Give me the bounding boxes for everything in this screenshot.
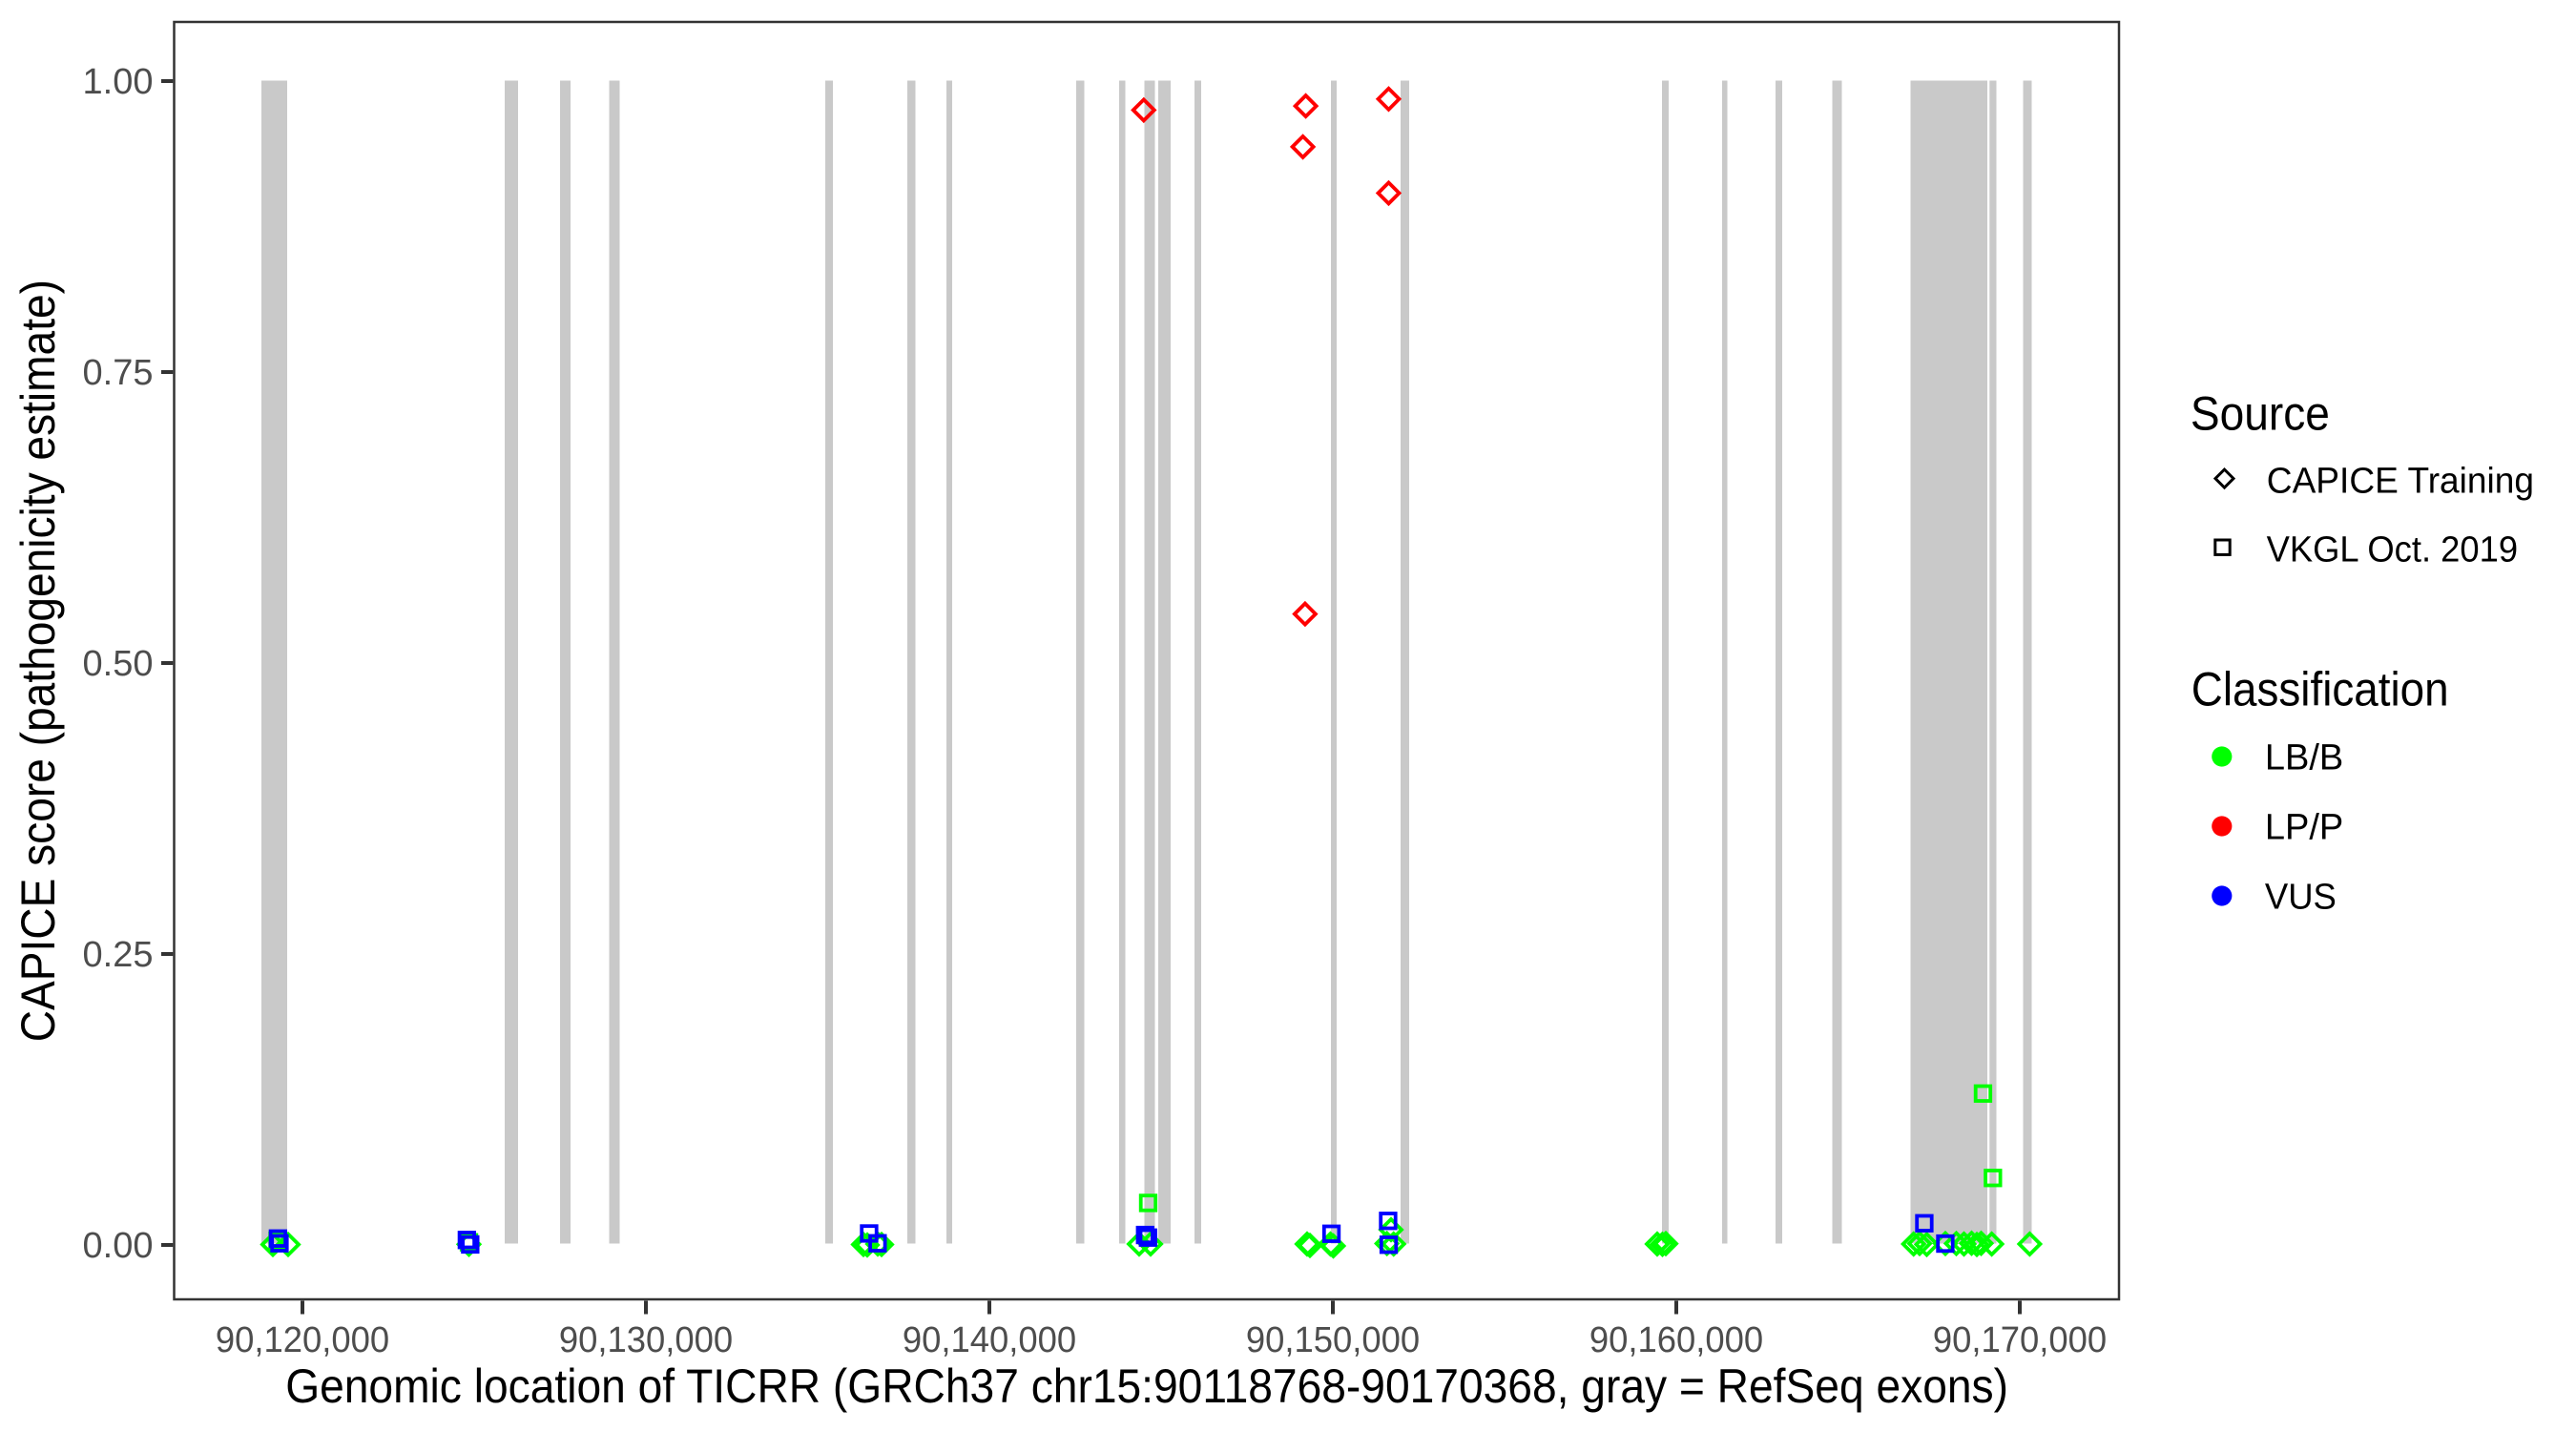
svg-text:90,150,000: 90,150,000: [1246, 1320, 1420, 1360]
svg-text:LB/B: LB/B: [2265, 738, 2343, 778]
svg-text:LP/P: LP/P: [2265, 808, 2343, 848]
svg-text:0.25: 0.25: [83, 935, 154, 975]
svg-text:CAPICE score (pathogenicity es: CAPICE score (pathogenicity estimate): [11, 280, 65, 1042]
svg-text:CAPICE Training: CAPICE Training: [2267, 462, 2534, 502]
svg-text:Genomic location of TICRR (GRC: Genomic location of TICRR (GRCh37 chr15:…: [285, 1359, 2008, 1413]
svg-text:Source: Source: [2191, 386, 2330, 440]
svg-text:90,140,000: 90,140,000: [903, 1320, 1076, 1360]
svg-text:90,170,000: 90,170,000: [1933, 1320, 2107, 1360]
svg-text:VKGL Oct. 2019: VKGL Oct. 2019: [2267, 530, 2519, 570]
svg-text:0.50: 0.50: [83, 644, 154, 684]
svg-text:0.75: 0.75: [83, 353, 154, 393]
svg-text:Classification: Classification: [2192, 663, 2449, 716]
svg-text:1.00: 1.00: [83, 62, 154, 102]
svg-text:90,160,000: 90,160,000: [1589, 1320, 1763, 1360]
svg-text:90,120,000: 90,120,000: [216, 1320, 389, 1360]
svg-text:VUS: VUS: [2265, 878, 2337, 918]
svg-text:0.00: 0.00: [83, 1226, 154, 1266]
svg-text:90,130,000: 90,130,000: [559, 1320, 733, 1360]
